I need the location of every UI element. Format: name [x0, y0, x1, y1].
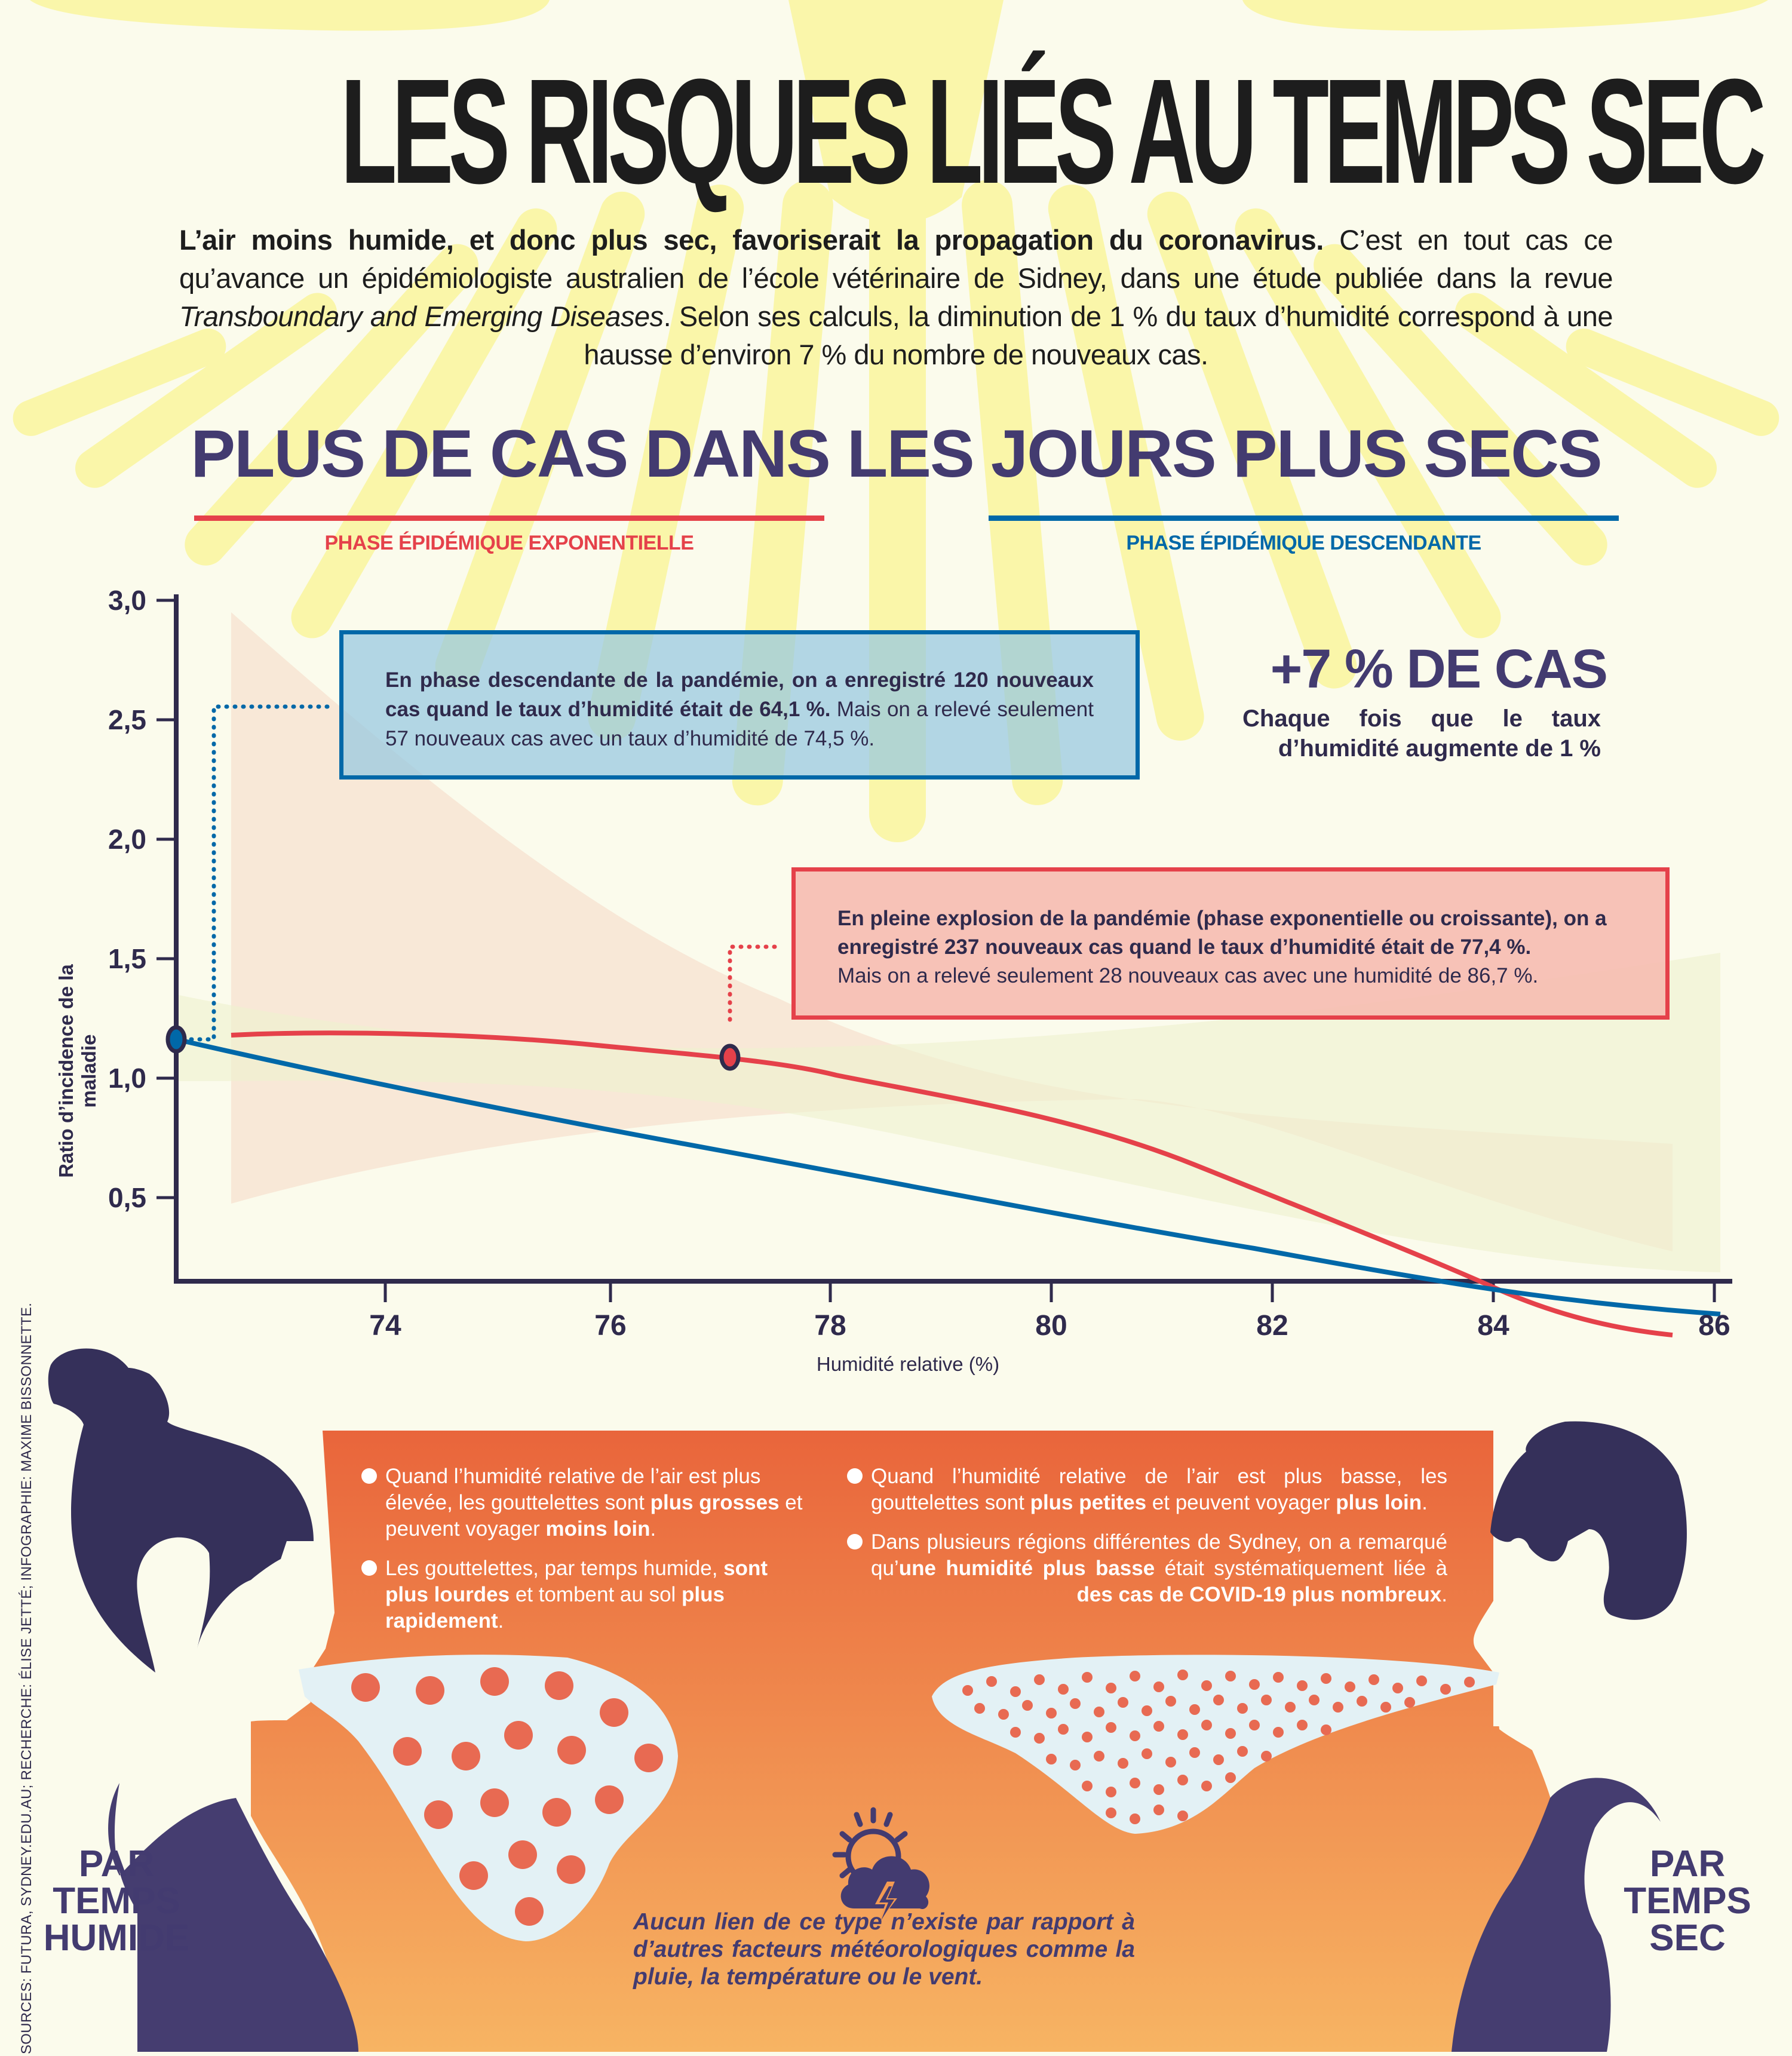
droplets-large [351, 1667, 663, 1926]
sun-cloud-lightning-icon [832, 1807, 929, 1923]
y-tick-3-0: 3,0 [108, 585, 146, 616]
y-tick-1-0: 1,0 [108, 1063, 146, 1094]
intro-text-1: C’est en tout cas ce qu’avance un épidém… [179, 224, 1613, 294]
legend-line-exponential [194, 515, 824, 521]
dry-bullet-1: Quand l’humidité relative de l’air est p… [847, 1463, 1447, 1516]
x-tick-74: 74 [369, 1310, 401, 1342]
callout-descending-bold: En phase descendante de la pandémie, on … [385, 668, 1094, 721]
chart-title: PLUS DE CAS DANS LES JOURS PLUS SECS [191, 416, 1602, 491]
stat-subtext: Chaque fois que le taux d’humidité augme… [1242, 705, 1601, 762]
dry-bullet-2: Dans plusieurs régions différentes de Sy… [847, 1529, 1447, 1608]
line-descending [176, 1037, 1721, 1317]
y-tick-2-0: 2,0 [108, 824, 146, 855]
humid-bullet-2: Les gouttelettes, par temps humide, sont… [361, 1555, 815, 1634]
bullet-dot-icon [361, 1468, 377, 1484]
y-tick-1-5: 1,5 [108, 943, 146, 974]
ci-band-exponential [231, 612, 1673, 1251]
x-tick-82: 82 [1256, 1310, 1288, 1342]
legend-line-descending [989, 515, 1619, 521]
callout-descending-phase: En phase descendante de la pandémie, on … [339, 630, 1140, 780]
woman-silhouette-dry [1452, 1421, 1792, 2052]
label-humid-weather: PAR TEMPS HUMIDE [43, 1843, 190, 1959]
legend-label-descending: PHASE ÉPIDÉMIQUE DESCENDANTE [1126, 532, 1481, 554]
intro-lead: L’air moins humide, et donc plus sec, fa… [179, 224, 1324, 256]
callout-descending-text: Mais on a relevé seulement 57 nouveaux c… [385, 698, 1094, 750]
callout-exponential-bold: En pleine explosion de la pandémie (phas… [837, 907, 1607, 959]
highlight-point-exponential [719, 1044, 741, 1071]
chart-plot-area [157, 594, 1732, 1337]
dry-bullets: Quand l’humidité relative de l’air est p… [847, 1463, 1447, 1621]
x-axis-label: Humidité relative (%) [816, 1353, 1000, 1375]
sun-rays [13, 0, 1779, 842]
connector-red [728, 944, 785, 1022]
highlight-point-descending [165, 1025, 187, 1054]
humid-bullets: Quand l’humidité relative de l’air est p… [361, 1463, 815, 1647]
y-axis-label: Ratio d’incidence de la maladie [55, 964, 100, 1178]
bullet-dot-icon [847, 1534, 863, 1549]
credits: SOURCES: FUTURA, SYDNEY.EDU.AU; RECHERCH… [19, 1302, 35, 2054]
x-tick-80: 80 [1035, 1310, 1067, 1342]
intro-paragraph: L’air moins humide, et donc plus sec, fa… [179, 221, 1613, 374]
droplets-small [962, 1670, 1475, 1824]
page-title: LES RISQUES LIÉS AU TEMPS SEC [340, 48, 1766, 214]
y-tick-2-5: 2,5 [108, 704, 146, 735]
bullet-dot-icon [847, 1468, 863, 1484]
legend-label-exponential: PHASE ÉPIDÉMIQUE EXPONENTIELLE [324, 532, 694, 554]
intro-journal: Transboundary and Emerging Diseases [179, 300, 664, 332]
x-tick-76: 76 [594, 1310, 627, 1342]
callout-exponential-text: Mais on a relevé seulement 28 nouveaux c… [837, 964, 1539, 987]
x-tick-84: 84 [1477, 1310, 1509, 1342]
x-tick-86: 86 [1698, 1310, 1730, 1342]
label-dry-weather: PAR TEMPS SEC [1624, 1843, 1751, 1959]
intro-text-2: . Selon ses calculs, la diminution de 1 … [584, 300, 1613, 370]
y-tick-0-5: 0,5 [108, 1182, 146, 1213]
callout-exponential-phase: En pleine explosion de la pandémie (phas… [791, 867, 1670, 1020]
bullet-dot-icon [361, 1560, 377, 1576]
weather-note: Aucun lien de ce type n’existe par rappo… [633, 1909, 1135, 1990]
stat-headline: +7 % DE CAS [1270, 639, 1608, 699]
woman-silhouette-humid [0, 1348, 358, 2052]
x-tick-78: 78 [814, 1310, 846, 1342]
humid-bullet-1: Quand l’humidité relative de l’air est p… [361, 1463, 815, 1542]
ci-band-descending [176, 953, 1720, 1272]
